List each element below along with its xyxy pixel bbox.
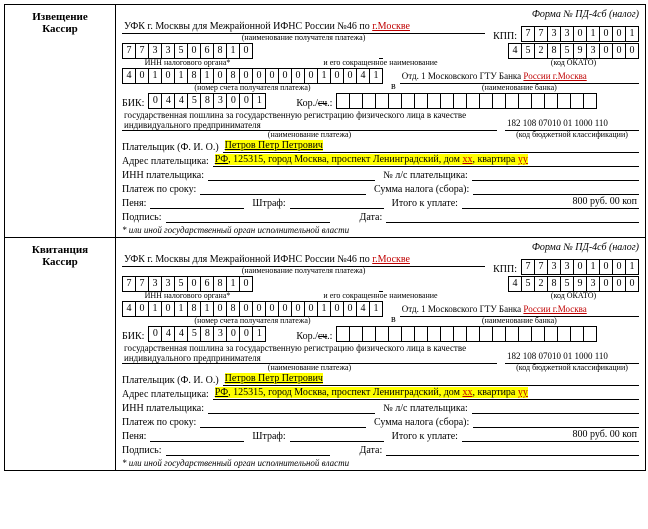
purpose: государственная пошлина за государственн…: [122, 110, 497, 131]
ls[interactable]: [472, 401, 639, 414]
addr: РФ, 125315, город Москва, проспект Ленин…: [213, 154, 639, 167]
shtraf-label: Штраф:: [252, 431, 285, 442]
sign[interactable]: [166, 210, 330, 223]
digit-boxes: 40101810800000010041: [122, 68, 383, 84]
okato-sub: (код ОКАТО): [551, 59, 596, 67]
srok-label: Платеж по сроку:: [122, 184, 196, 195]
recipient-sub: (наименование получателя платежа): [122, 267, 485, 275]
tax-label: Сумма налога (сбора):: [374, 417, 469, 428]
sign-label: Подпись:: [122, 445, 162, 456]
okato-sub: (код ОКАТО): [551, 292, 596, 300]
purpose: государственная пошлина за государственн…: [122, 343, 497, 364]
recipient-sub: (наименование получателя платежа): [122, 34, 485, 42]
main-area: Форма № ПД-4сб (налог) УФК г. Москвы для…: [116, 5, 645, 237]
shtraf-label: Штраф:: [252, 198, 285, 209]
ls-label: № л/с плательщика:: [383, 170, 468, 181]
date[interactable]: [386, 210, 639, 223]
bik-label: БИК:: [122, 331, 144, 342]
inn-payer-label: ИНН плательщика:: [122, 403, 204, 414]
tax[interactable]: [473, 415, 639, 428]
kpp-label: КПП:: [493, 31, 517, 42]
srok-label: Платеж по сроку:: [122, 417, 196, 428]
in-label: в: [391, 314, 396, 325]
bank-sub: (наименование банка): [400, 317, 639, 325]
inn-payer[interactable]: [208, 401, 375, 414]
footnote: * или иной государственный орган исполни…: [122, 458, 639, 468]
payer-label: Плательщик (Ф. И. О.): [122, 375, 219, 386]
date-label: Дата:: [360, 212, 383, 223]
bank-sub: (наименование банка): [400, 84, 639, 92]
inn-label: ИНН налогового органа*: [145, 59, 231, 67]
addr-label: Адрес плательщика:: [122, 389, 209, 400]
payer-name: Петров Петр Петрович: [223, 140, 639, 153]
section-title-2: Кассир: [5, 23, 115, 35]
itogo-label: Итого к уплате:: [392, 198, 458, 209]
inn-sub: и его сокращенное наименование: [323, 292, 437, 300]
form-number: Форма № ПД-4сб (налог): [122, 9, 639, 20]
section-title-2: Кассир: [5, 256, 115, 268]
digit-boxes: 4528593000: [508, 276, 639, 292]
form-half: Извещение Кассир Форма № ПД-4сб (налог) …: [5, 5, 645, 238]
left-column: Квитанция Кассир: [5, 238, 116, 470]
ls[interactable]: [472, 168, 639, 181]
shtraf[interactable]: [290, 196, 384, 209]
kpp-label: КПП:: [493, 264, 517, 275]
digit-boxes: 7733506810: [122, 43, 253, 59]
tax-label: Сумма налога (сбора):: [374, 184, 469, 195]
form-half: Квитанция Кассир Форма № ПД-4сб (налог) …: [5, 238, 645, 470]
digit-boxes: 773301001: [521, 259, 639, 275]
bik-label: БИК:: [122, 98, 144, 109]
section-title-1: Извещение: [5, 11, 115, 23]
shtraf[interactable]: [290, 429, 384, 442]
inn-payer[interactable]: [208, 168, 375, 181]
kbk-sub: (код бюджетной классификации): [516, 364, 628, 372]
digit-boxes: [336, 326, 597, 342]
kor-label: Кор./сч.:: [296, 98, 332, 109]
digit-boxes: 773301001: [521, 26, 639, 42]
date-label: Дата:: [360, 445, 383, 456]
tax[interactable]: [473, 182, 639, 195]
inn-payer-label: ИНН плательщика:: [122, 170, 204, 181]
digit-boxes: [336, 93, 597, 109]
in-label: в: [391, 81, 396, 92]
inn-sub: и его сокращенное наименование: [323, 59, 437, 67]
digit-boxes: 4528593000: [508, 43, 639, 59]
kbk-sub: (код бюджетной классификации): [516, 131, 628, 139]
itogo-label: Итого к уплате:: [392, 431, 458, 442]
penya[interactable]: [150, 196, 244, 209]
itogo: 800 руб. 00 коп: [462, 196, 639, 209]
sign[interactable]: [166, 443, 330, 456]
left-column: Извещение Кассир: [5, 5, 116, 237]
acct-sub: (номер счета получателя платежа): [194, 317, 310, 325]
digit-boxes: 40101810800000010041: [122, 301, 383, 317]
acct-sub: (номер счета получателя платежа): [194, 84, 310, 92]
purpose-sub: (наименование платежа): [122, 131, 497, 139]
itogo: 800 руб. 00 коп: [462, 429, 639, 442]
kor-label: Кор./сч.:: [296, 331, 332, 342]
digit-boxes: 044583001: [148, 93, 266, 109]
digit-boxes: 044583001: [148, 326, 266, 342]
ls-label: № л/с плательщика:: [383, 403, 468, 414]
payer-name: Петров Петр Петрович: [223, 373, 639, 386]
addr: РФ, 125315, город Москва, проспект Ленин…: [213, 387, 639, 400]
penya[interactable]: [150, 429, 244, 442]
penya-label: Пеня:: [122, 198, 146, 209]
form-number: Форма № ПД-4сб (налог): [122, 242, 639, 253]
date[interactable]: [386, 443, 639, 456]
srok[interactable]: [200, 415, 366, 428]
sign-label: Подпись:: [122, 212, 162, 223]
digit-boxes: 7733506810: [122, 276, 253, 292]
section-title-1: Квитанция: [5, 244, 115, 256]
main-area: Форма № ПД-4сб (налог) УФК г. Москвы для…: [116, 238, 645, 470]
inn-label: ИНН налогового органа*: [145, 292, 231, 300]
addr-label: Адрес плательщика:: [122, 156, 209, 167]
penya-label: Пеня:: [122, 431, 146, 442]
purpose-sub: (наименование платежа): [122, 364, 497, 372]
footnote: * или иной государственный орган исполни…: [122, 225, 639, 235]
payer-label: Плательщик (Ф. И. О.): [122, 142, 219, 153]
srok[interactable]: [200, 182, 366, 195]
